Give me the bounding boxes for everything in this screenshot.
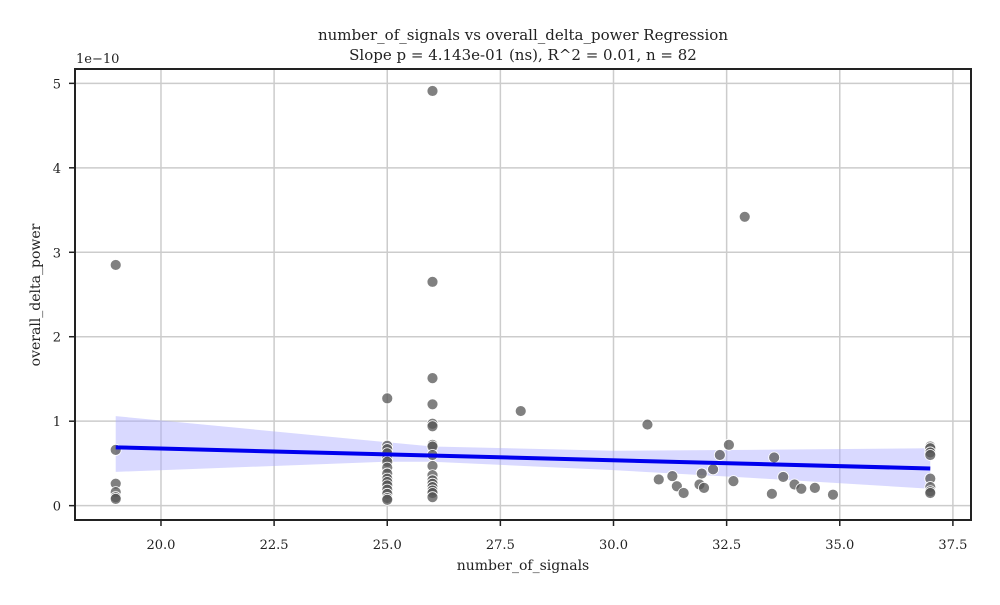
y-tick-label: 4 (53, 162, 61, 177)
scatter-point (109, 259, 122, 271)
scatter-point (426, 491, 439, 504)
regression-line (115, 445, 931, 471)
scatter-point (713, 449, 726, 461)
scatter-point (426, 275, 439, 288)
scatter-point (765, 487, 778, 500)
scatter-point (381, 392, 394, 405)
scatter-point (768, 451, 781, 464)
regression-line-layer (115, 445, 931, 471)
x-tick-label: 25.0 (373, 538, 402, 553)
scatter-points (109, 85, 937, 506)
axis-ticks: 20.0 22.5 25.0 27.5 30.0 32.5 35.0 37.5 0 1 2 3 4 5 (53, 77, 968, 553)
scatter-point (695, 467, 708, 480)
y-tick-label: 1 (53, 415, 61, 430)
scatter-point (426, 420, 439, 433)
scatter-point (109, 492, 122, 505)
scatter-point (514, 405, 527, 417)
y-tick-label: 3 (53, 246, 61, 261)
x-tick-label: 27.5 (486, 538, 515, 553)
scatter-point (795, 482, 808, 495)
scatter-point (722, 438, 735, 451)
plot-frame (74, 68, 972, 521)
x-tick-label: 37.5 (938, 538, 967, 553)
scatter-point (666, 470, 679, 482)
scatter-point (924, 487, 937, 499)
chart-title: number_of_signals vs overall_delta_power… (318, 26, 728, 44)
scatter-point (677, 487, 690, 499)
scatter-point (641, 418, 654, 431)
x-tick-label: 22.5 (260, 538, 289, 553)
confidence-band-layer (115, 416, 931, 489)
scatter-point (727, 475, 740, 488)
scatter-point (738, 210, 751, 223)
y-tick-label: 5 (53, 77, 61, 92)
x-tick-label: 32.5 (712, 538, 741, 553)
x-tick-label: 30.0 (599, 538, 628, 553)
scatter-point (426, 85, 439, 97)
scatter-point (777, 471, 790, 483)
x-axis-label: number_of_signals (457, 558, 590, 574)
grid (75, 69, 971, 520)
scatter-point (707, 463, 719, 476)
scatter-point (698, 482, 710, 494)
scatter-point (426, 398, 439, 411)
confidence-band (115, 416, 931, 489)
y-axis-offset-text: 1e−10 (76, 52, 119, 67)
x-tick-label: 35.0 (825, 538, 854, 553)
y-axis-label: overall_delta_power (28, 223, 44, 366)
scatter-point (381, 493, 394, 506)
scatter-point (924, 449, 937, 461)
y-tick-label: 2 (53, 331, 61, 346)
scatter-point (827, 488, 839, 501)
chart-subtitle: Slope p = 4.143e-01 (ns), R^2 = 0.01, n … (349, 46, 697, 64)
scatter-point (652, 473, 665, 486)
x-tick-label: 20.0 (147, 538, 176, 553)
scatter-point (426, 372, 439, 385)
y-tick-label: 0 (53, 500, 61, 515)
scatter-point (808, 482, 821, 494)
